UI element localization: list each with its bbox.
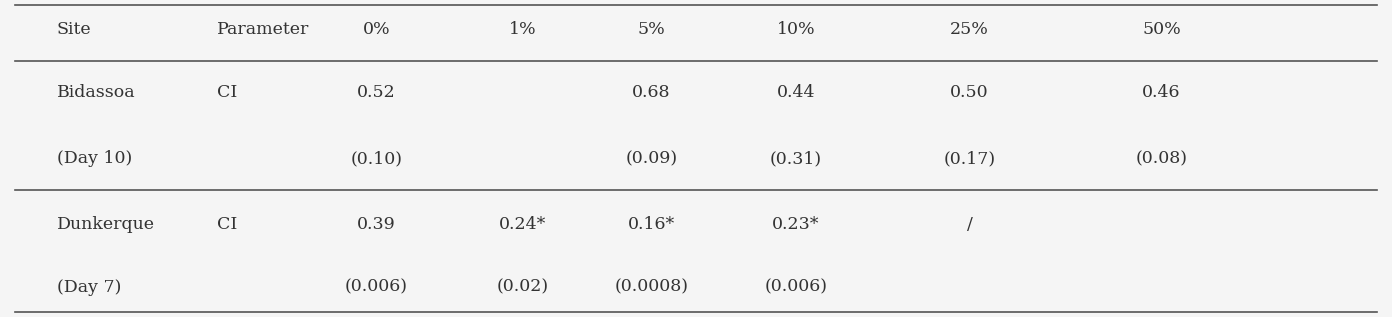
Text: 1%: 1% <box>508 21 536 38</box>
Text: CI: CI <box>217 84 237 101</box>
Text: (0.17): (0.17) <box>944 150 995 167</box>
Text: 0.23*: 0.23* <box>773 216 820 233</box>
Text: 0.44: 0.44 <box>777 84 816 101</box>
Text: (0.31): (0.31) <box>770 150 823 167</box>
Text: (0.0008): (0.0008) <box>614 279 689 296</box>
Text: 0.52: 0.52 <box>358 84 395 101</box>
Text: 25%: 25% <box>951 21 990 38</box>
Text: (Day 7): (Day 7) <box>57 279 121 296</box>
Text: 0.24*: 0.24* <box>498 216 546 233</box>
Text: 0.50: 0.50 <box>951 84 988 101</box>
Text: Parameter: Parameter <box>217 21 309 38</box>
Text: Bidassoa: Bidassoa <box>57 84 135 101</box>
Text: (0.02): (0.02) <box>497 279 548 296</box>
Text: 0.39: 0.39 <box>358 216 395 233</box>
Text: Site: Site <box>57 21 92 38</box>
Text: 10%: 10% <box>777 21 816 38</box>
Text: 0.46: 0.46 <box>1143 84 1180 101</box>
Text: 50%: 50% <box>1141 21 1180 38</box>
Text: (0.08): (0.08) <box>1136 150 1187 167</box>
Text: (0.006): (0.006) <box>345 279 408 296</box>
Text: (0.006): (0.006) <box>764 279 827 296</box>
Text: CI: CI <box>217 216 237 233</box>
Text: 0%: 0% <box>363 21 390 38</box>
Text: (0.10): (0.10) <box>351 150 402 167</box>
Text: (0.09): (0.09) <box>625 150 678 167</box>
Text: 5%: 5% <box>638 21 665 38</box>
Text: 0.68: 0.68 <box>632 84 671 101</box>
Text: (Day 10): (Day 10) <box>57 150 132 167</box>
Text: Dunkerque: Dunkerque <box>57 216 155 233</box>
Text: 0.16*: 0.16* <box>628 216 675 233</box>
Text: /: / <box>966 216 973 233</box>
